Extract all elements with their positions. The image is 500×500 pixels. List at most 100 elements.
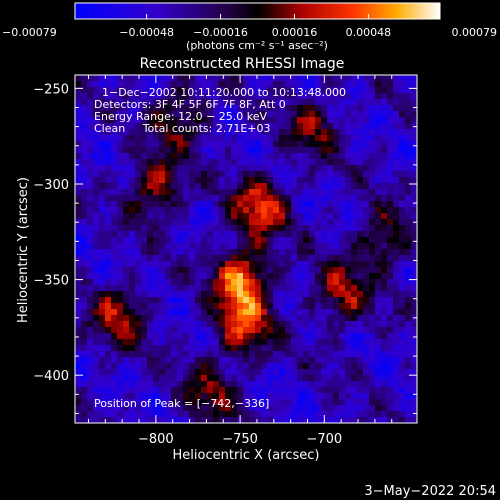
heatmap-cell — [351, 159, 358, 166]
heatmap-cell — [123, 297, 130, 304]
heatmap-cell — [261, 105, 268, 112]
heatmap-cell — [147, 177, 154, 184]
heatmap-cell — [303, 237, 310, 244]
heatmap-cell — [141, 105, 148, 112]
heatmap-cell — [93, 225, 100, 232]
heatmap-cell — [405, 153, 412, 160]
heatmap-cell — [387, 309, 394, 316]
heatmap-cell — [315, 393, 322, 400]
heatmap-cell — [105, 357, 112, 364]
heatmap-cell — [297, 237, 304, 244]
heatmap-cell — [195, 177, 202, 184]
heatmap-cell — [135, 225, 142, 232]
heatmap-cell — [183, 171, 190, 178]
heatmap-cell — [213, 195, 220, 202]
heatmap-cell — [333, 195, 340, 202]
heatmap-cell — [405, 387, 412, 394]
heatmap-cell — [279, 393, 286, 400]
heatmap-cell — [393, 285, 400, 292]
heatmap-cell — [189, 207, 196, 214]
heatmap-cell — [297, 297, 304, 304]
heatmap-cell — [189, 219, 196, 226]
heatmap-cell — [147, 417, 154, 424]
heatmap-cell — [177, 321, 184, 328]
heatmap-cell — [357, 183, 364, 190]
heatmap-cell — [333, 237, 340, 244]
heatmap-cell — [249, 201, 256, 208]
heatmap-cell — [339, 87, 346, 94]
heatmap-cell — [273, 327, 280, 334]
heatmap-cell — [219, 237, 226, 244]
heatmap-cell — [297, 171, 304, 178]
heatmap-cell — [207, 369, 214, 376]
heatmap-cell — [339, 99, 346, 106]
heatmap-cell — [105, 381, 112, 388]
heatmap-cell — [285, 123, 292, 130]
heatmap-cell — [321, 243, 328, 250]
heatmap-cell — [189, 237, 196, 244]
heatmap-cell — [147, 279, 154, 286]
heatmap-cell — [363, 363, 370, 370]
heatmap-cell — [297, 207, 304, 214]
heatmap-cell — [381, 375, 388, 382]
heatmap-cell — [189, 159, 196, 166]
heatmap-cell — [393, 267, 400, 274]
heatmap-cell — [135, 381, 142, 388]
heatmap-cell — [411, 255, 418, 262]
heatmap-cell — [411, 267, 418, 274]
heatmap-cell — [279, 75, 286, 82]
heatmap-cell — [177, 243, 184, 250]
heatmap-cell — [153, 249, 160, 256]
heatmap-cell — [369, 273, 376, 280]
heatmap-cell — [333, 87, 340, 94]
heatmap-cell — [171, 213, 178, 220]
heatmap-cell — [99, 273, 106, 280]
heatmap-cell — [99, 261, 106, 268]
colorbar-tick-label: −0.00048 — [119, 26, 174, 39]
heatmap-cell — [363, 153, 370, 160]
heatmap-cell — [87, 237, 94, 244]
heatmap-cell — [243, 267, 250, 274]
heatmap-cell — [159, 381, 166, 388]
heatmap-cell — [171, 267, 178, 274]
heatmap-cell — [261, 219, 268, 226]
heatmap-cell — [219, 99, 226, 106]
heatmap-cell — [375, 255, 382, 262]
heatmap-cell — [291, 417, 298, 424]
heatmap-cell — [381, 213, 388, 220]
heatmap-cell — [237, 321, 244, 328]
heatmap-cell — [147, 309, 154, 316]
heatmap-cell — [225, 351, 232, 358]
heatmap-cell — [99, 327, 106, 334]
heatmap-cell — [267, 369, 274, 376]
heatmap-cell — [171, 81, 178, 88]
heatmap-cell — [357, 165, 364, 172]
heatmap-cell — [339, 375, 346, 382]
heatmap-cell — [297, 147, 304, 154]
heatmap-cell — [201, 189, 208, 196]
heatmap-cell — [327, 171, 334, 178]
heatmap-cell — [357, 255, 364, 262]
heatmap-cell — [99, 201, 106, 208]
heatmap-cell — [201, 267, 208, 274]
heatmap-cell — [381, 87, 388, 94]
heatmap-cell — [105, 321, 112, 328]
heatmap-cell — [297, 309, 304, 316]
heatmap-cell — [93, 327, 100, 334]
heatmap-cell — [87, 93, 94, 100]
heatmap-cell — [255, 219, 262, 226]
heatmap-cell — [225, 129, 232, 136]
heatmap-cell — [345, 141, 352, 148]
heatmap-cell — [243, 93, 250, 100]
heatmap-cell — [267, 321, 274, 328]
heatmap-cell — [393, 75, 400, 82]
heatmap-cell — [255, 117, 262, 124]
heatmap-cell — [279, 117, 286, 124]
heatmap-cell — [87, 207, 94, 214]
heatmap-cell — [183, 255, 190, 262]
heatmap-cell — [297, 267, 304, 274]
heatmap-cell — [117, 321, 124, 328]
heatmap-cell — [123, 213, 130, 220]
heatmap-cell — [147, 399, 154, 406]
heatmap-cell — [195, 165, 202, 172]
